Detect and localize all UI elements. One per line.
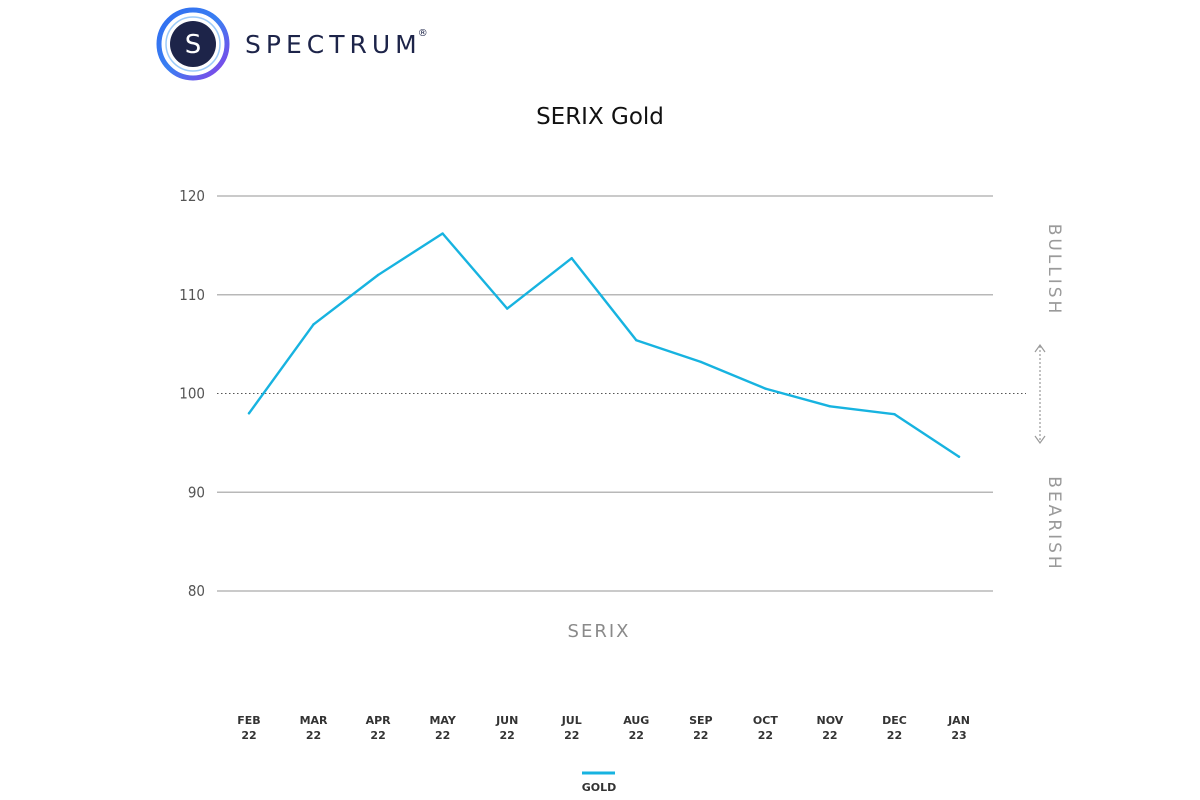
data-point (570, 257, 573, 260)
y-axis-ticks: 80 90 100 110 120 (179, 187, 205, 600)
data-point (957, 455, 961, 458)
x-tick-label-year: 22 (435, 729, 450, 742)
x-tick-label-month: MAY (429, 714, 456, 727)
legend: GOLD (582, 771, 617, 794)
y-tick-label-110: 110 (179, 286, 205, 304)
data-point (505, 307, 509, 310)
x-axis-ticks: FEB 22 MAR 22 APR 22 MAY 22 JUN 22 JUL 22 AUG 22 SEP 22… (237, 714, 970, 742)
registered-mark: ® (417, 28, 428, 39)
brand-name-text: SPECTRUM (245, 30, 422, 59)
brand-name: SPECTRUM® (245, 28, 432, 59)
x-tick-label-year: 22 (822, 729, 837, 742)
data-point (247, 412, 251, 415)
x-tick-label-month: SEP (689, 714, 713, 727)
bullish-bearish-arrow-icon (1034, 343, 1046, 445)
x-tick-label-month: FEB (237, 714, 260, 727)
brand-logo: S SPECTRUM® (155, 6, 455, 82)
spectrum-logo-icon: S (156, 7, 230, 81)
bullish-label: BULLISH (1044, 224, 1064, 317)
bearish-label: BEARISH (1044, 476, 1064, 571)
x-tick-label-year: 22 (306, 729, 321, 742)
legend-label-gold: GOLD (582, 781, 617, 794)
y-tick-label-100: 100 (179, 385, 205, 403)
data-point (635, 338, 638, 342)
x-tick-label-month: NOV (817, 714, 844, 727)
grid-lines (217, 195, 1026, 592)
x-tick-label-year: 22 (758, 729, 773, 742)
data-point (441, 232, 444, 235)
x-tick-label-year: 22 (693, 729, 708, 742)
x-tick-label-month: AUG (623, 714, 649, 727)
data-point (312, 323, 315, 326)
x-tick-label-year: 22 (887, 729, 902, 742)
x-tick-label-month: JAN (947, 714, 970, 727)
x-tick-label-month: JUL (561, 714, 582, 727)
x-tick-label-year: 22 (500, 729, 515, 742)
x-tick-label-year: 22 (241, 729, 256, 742)
data-point (828, 405, 832, 408)
data-point (893, 413, 896, 416)
x-tick-label-month: DEC (882, 714, 907, 727)
logo-letter: S (185, 30, 202, 60)
series-lines (247, 232, 961, 458)
x-tick-label-month: APR (366, 714, 392, 727)
series-line-gold (247, 232, 961, 458)
x-tick-label-month: OCT (753, 714, 778, 727)
y-tick-label-90: 90 (188, 483, 205, 501)
data-point (699, 360, 703, 364)
x-tick-label-year: 22 (629, 729, 644, 742)
y-tick-label-120: 120 (179, 187, 205, 205)
data-point (764, 387, 767, 390)
x-axis-label: SERIX (568, 621, 631, 642)
x-tick-label-year: 22 (564, 729, 579, 742)
y-tick-label-80: 80 (188, 582, 205, 600)
chart-title: SERIX Gold (536, 104, 664, 130)
x-tick-label-month: JUN (495, 714, 518, 727)
data-point (376, 273, 380, 277)
x-tick-label-month: MAR (300, 714, 328, 727)
x-tick-label-year: 22 (370, 729, 385, 742)
x-tick-label-year: 23 (951, 729, 966, 742)
